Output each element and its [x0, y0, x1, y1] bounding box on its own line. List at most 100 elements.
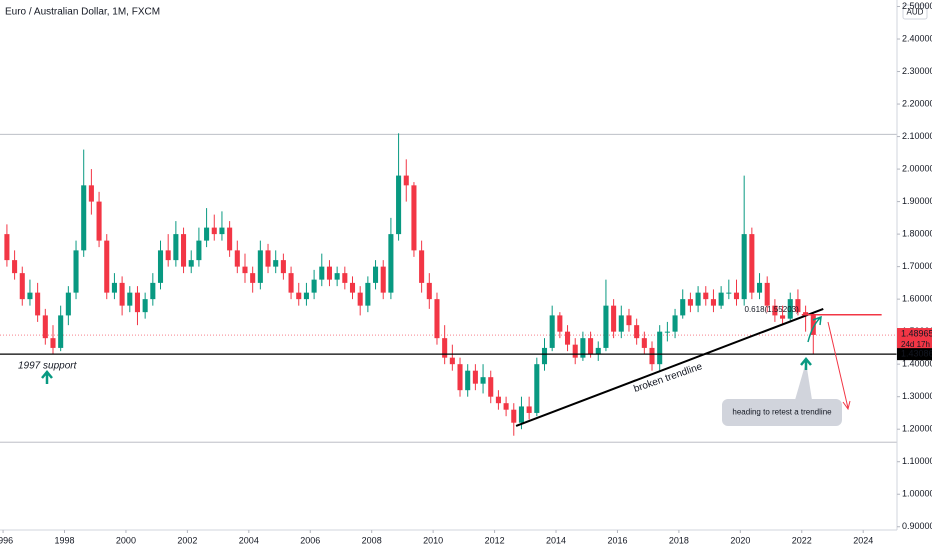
arrow	[800, 357, 812, 370]
candle-body	[104, 240, 110, 293]
candle-body	[12, 260, 18, 274]
x-tick-label: 2010	[423, 535, 443, 545]
candle-body	[503, 403, 509, 410]
y-tick-label: 2.50000	[902, 1, 932, 11]
candle-body	[173, 234, 179, 261]
candle-body	[319, 266, 325, 280]
candle-body	[780, 315, 786, 319]
candle-body	[219, 227, 225, 235]
candle-body	[810, 315, 816, 335]
annotation: heading to retest a trendline	[732, 408, 832, 417]
candle-body	[472, 370, 478, 384]
candle-body	[134, 292, 141, 313]
last-price-label: 1.48965	[901, 328, 932, 338]
x-tick-label: 2006	[300, 535, 320, 545]
callout	[722, 399, 842, 426]
candle-body	[349, 282, 356, 293]
candle-body	[611, 305, 617, 332]
candle-body	[549, 315, 555, 348]
x-tick-label: 2008	[362, 535, 382, 545]
x-tick-label: 2022	[792, 535, 812, 545]
candle-body	[326, 266, 332, 280]
candle-body	[772, 305, 778, 316]
plot: 0.618(1.55203)	[0, 133, 897, 443]
candle-body	[303, 292, 309, 300]
candle-body	[273, 260, 279, 267]
candle-body	[227, 227, 233, 251]
candle-body	[672, 315, 678, 332]
x-tick-label: 2018	[669, 535, 689, 545]
candle-body	[480, 377, 486, 384]
y-tick-label: 1.00000	[902, 489, 932, 499]
candle-body	[787, 299, 793, 319]
y-tick-label: 2.10000	[902, 131, 932, 141]
candle-body	[749, 234, 755, 293]
candle-body	[265, 250, 271, 267]
candle-body	[411, 185, 417, 251]
candle-body	[365, 282, 371, 306]
candle-body	[419, 250, 425, 283]
y-tick-label: 1.90000	[902, 196, 932, 206]
candle-body	[127, 292, 133, 306]
candle-body	[19, 273, 25, 300]
candle-body	[27, 292, 33, 300]
candle-body	[526, 406, 532, 413]
y-tick-label: 1.20000	[902, 424, 932, 434]
candle-body	[657, 331, 663, 365]
candle-body	[403, 175, 409, 186]
candle-body	[165, 250, 171, 261]
y-tick-label: 2.00000	[902, 163, 932, 173]
candle-body	[664, 331, 670, 333]
x-tick-label: 2002	[177, 535, 197, 545]
candle-body	[626, 315, 632, 326]
currency-box	[902, 4, 928, 20]
y-tick-label: 2.30000	[902, 66, 932, 76]
candle-body	[380, 266, 386, 293]
candle-body	[96, 201, 102, 241]
candle-body	[73, 250, 79, 293]
currency: AUD	[907, 8, 924, 17]
callout-pointer	[795, 362, 812, 400]
candle-body	[588, 338, 594, 355]
trendline	[515, 307, 824, 427]
x-tick-label: 2024	[853, 535, 873, 545]
candle-body	[196, 240, 202, 261]
candle-body	[803, 312, 809, 316]
candle-body	[733, 292, 740, 300]
x-tick-label: 2004	[239, 535, 259, 545]
candle-body	[703, 292, 709, 300]
projection-arrow	[827, 321, 851, 411]
candle-body	[465, 370, 471, 391]
candle-body	[565, 331, 571, 345]
candle-body	[764, 282, 770, 306]
candle-body	[557, 315, 563, 332]
y-tick-label: 1.70000	[902, 261, 932, 271]
x-tick-label: 1998	[54, 535, 74, 545]
candle-body	[756, 282, 763, 293]
candle-body	[188, 260, 194, 267]
fib-label: 0.618(1.55203)	[745, 305, 800, 314]
candle-body	[603, 305, 609, 348]
candle-body	[242, 266, 248, 274]
candle-body	[65, 292, 71, 316]
candle-body	[88, 185, 94, 202]
candle-body	[4, 234, 10, 261]
candle-body	[234, 250, 240, 267]
candle-body	[373, 266, 379, 283]
candle-body	[726, 292, 732, 294]
candle-body	[534, 364, 540, 413]
candle-body	[449, 357, 455, 365]
arrow	[41, 370, 53, 384]
candle-body	[511, 409, 517, 423]
candle-body	[710, 299, 716, 306]
candle-body	[795, 299, 801, 313]
y-tick-label: 2.20000	[902, 98, 932, 108]
candle-body	[741, 234, 747, 300]
candle-body	[50, 338, 56, 348]
candle-body	[35, 292, 41, 316]
candle-body	[111, 282, 117, 293]
candle-body	[280, 260, 286, 274]
candle-body	[641, 338, 647, 348]
